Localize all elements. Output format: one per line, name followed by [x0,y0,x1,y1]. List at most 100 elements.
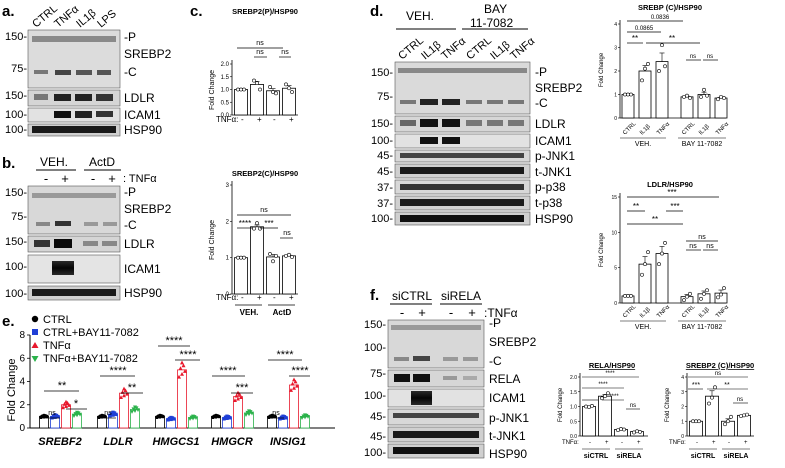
y-axis-label: Fold Change [6,359,18,422]
x-tick-label: IL1β [698,306,711,319]
data-point [660,43,664,48]
data-point [292,385,296,390]
y-tick-label: 4 [614,22,617,28]
sig-label: ns [689,243,697,250]
data-point [635,429,639,434]
y-tick-label: 0 [226,292,230,298]
sig-label: **** [598,382,608,388]
sig-label: ns [737,397,743,403]
y-tick-label: 2 [19,400,25,411]
tnf-sign: - [273,293,276,302]
group-label: BAY 11-7082 [682,141,723,148]
data-point [225,414,229,418]
sig-label: ns [281,49,289,56]
y-tick-label: 1.5 [221,75,230,81]
chart-f-rela: RELA/HSP90 Fold Change 0.0 0.5 1.0 1.5 2.0 [558,361,648,440]
group-label: BAY 11-7082 [682,324,723,331]
sig-label: *** [692,382,700,389]
sig-label: ns [690,54,696,60]
data-point [657,262,661,267]
panel-c-letter: c. [190,3,203,20]
data-point [723,422,727,427]
tnf-sign: + [418,305,426,320]
chart-title: SREBP (C)/HSP90 [638,3,702,12]
sig-label: ns [707,54,713,60]
y-axis-label: Fold Change [599,232,605,267]
sig-label: ns [256,49,264,56]
bar [638,263,652,304]
data-point [242,255,246,260]
data-point [183,369,187,373]
data-point [180,360,184,365]
group-label: VEH. [240,308,259,317]
data-point [177,374,181,379]
tnf-sign: - [589,440,591,446]
sig-label: ** [724,382,730,389]
data-point [646,250,650,255]
band-label: SREBP2 [124,47,172,61]
data-point [688,96,692,100]
tnf-row-label: :TNFα [484,306,518,320]
data-point [258,226,262,231]
sig-label: * [74,398,79,410]
band-label: t-JNK1 [489,429,526,443]
blot-p-jnk1 [394,149,531,163]
data-point [122,393,126,398]
y-tick-label: 0.0 [221,113,230,119]
data-point [281,414,285,418]
mw-marker: 150- [364,319,386,331]
blot-srebp2 [27,185,121,235]
x-tick-label: TNFα [715,304,730,319]
group-label: siRELA [724,453,749,460]
data-point [61,405,65,410]
legend: CTRL CTRL+BAY11-7082 TNFα TNFα+BAY11-708… [31,314,139,365]
band-label: p-p38 [535,180,566,194]
sig-label: **** [291,365,309,377]
data-point [122,386,126,391]
data-point [685,294,689,299]
data-point [125,391,129,396]
data-point [705,288,709,293]
legend-marker-triangle-down [31,356,39,362]
data-point [180,371,184,376]
data-point [75,410,79,415]
band-label: RELA [489,372,520,386]
band-label: p-JNK1 [535,149,575,163]
tnf-row-label: TNFα: [669,440,686,446]
lane-label: LPS [95,8,119,31]
data-point [702,291,706,296]
y-axis-label: Fold Change [665,387,671,422]
tnf-sign: - [91,171,95,186]
chart-c-bottom: SREBP2(C)/HSP90 Fold Change 0 1 2 3 [209,169,298,298]
data-point [242,87,246,92]
band-label: HSP90 [124,123,162,137]
data-point [290,255,294,259]
data-point [239,395,243,399]
data-point [699,296,703,301]
mw-marker: 100- [364,390,386,402]
panel-a: a. CTRL TNFα IL1β LPS [2,3,172,137]
mw-marker: 37- [377,182,393,194]
data-point [284,82,288,87]
data-point [133,405,137,410]
y-tick-label: 15 [611,195,617,201]
sig-label: **** [609,394,619,400]
data-point [710,395,714,400]
sig-label: **** [219,365,237,377]
sig-label: ns [104,410,112,417]
tnf-sign: + [257,293,262,302]
sig-label: ** [669,34,675,43]
band-label: p-JNK1 [489,411,529,425]
data-point [234,393,239,398]
lane-label: CTRL [396,35,426,63]
data-point [293,379,298,384]
group-label: VEH. [635,141,651,148]
bar [737,414,751,437]
y-tick-label: 4 [681,375,684,381]
data-point [255,81,259,86]
tnf-row-label: TNFα: [216,115,238,124]
lane-label: CTRL [464,35,494,63]
data-point [722,96,726,100]
data-point [100,413,104,418]
sig-label: ns [698,234,706,241]
